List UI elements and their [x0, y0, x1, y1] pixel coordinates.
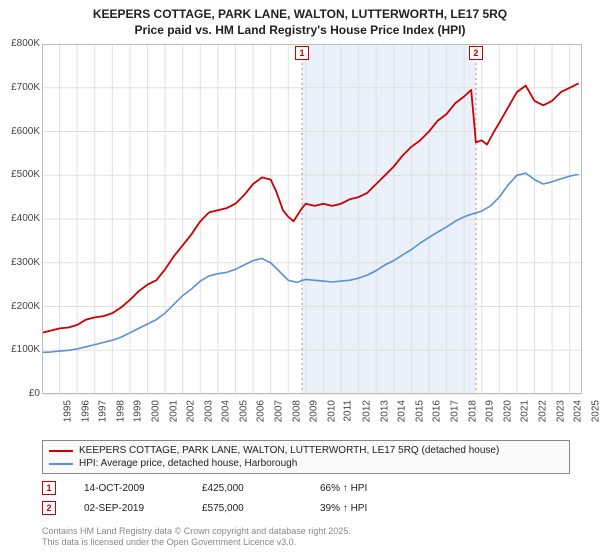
x-tick-label: 2015 [414, 400, 425, 422]
y-tick-label: £700K [0, 82, 40, 93]
x-tick-label: 2000 [150, 400, 161, 422]
y-tick-label: £500K [0, 169, 40, 180]
marker-date-2: 02-SEP-2019 [84, 503, 174, 514]
x-tick-label: 2018 [467, 400, 478, 422]
title-line-2: Price paid vs. HM Land Registry's House … [8, 22, 592, 38]
y-tick-label: £400K [0, 213, 40, 224]
footer: Contains HM Land Registry data © Crown c… [42, 526, 582, 548]
x-tick-label: 2003 [203, 400, 214, 422]
footer-line-2: This data is licensed under the Open Gov… [42, 537, 582, 548]
legend-item-hpi: HPI: Average price, detached house, Harb… [49, 457, 563, 470]
y-tick-label: £0 [0, 388, 40, 399]
x-tick-label: 2008 [291, 400, 302, 422]
x-tick-label: 2010 [326, 400, 337, 422]
y-tick-label: £100K [0, 344, 40, 355]
chart-title: KEEPERS COTTAGE, PARK LANE, WALTON, LUTT… [0, 0, 600, 40]
chart-container: KEEPERS COTTAGE, PARK LANE, WALTON, LUTT… [0, 0, 600, 560]
x-tick-label: 2023 [555, 400, 566, 422]
x-tick-label: 2012 [361, 400, 372, 422]
x-tick-label: 2025 [590, 400, 600, 422]
x-tick-label: 2005 [238, 400, 249, 422]
title-line-1: KEEPERS COTTAGE, PARK LANE, WALTON, LUTT… [8, 6, 592, 22]
x-tick-label: 2013 [379, 400, 390, 422]
legend-label-hpi: HPI: Average price, detached house, Harb… [79, 457, 297, 470]
x-tick-label: 2014 [396, 400, 407, 422]
x-tick-label: 2022 [537, 400, 548, 422]
x-tick-label: 2017 [449, 400, 460, 422]
x-tick-label: 1997 [97, 400, 108, 422]
x-tick-label: 2002 [185, 400, 196, 422]
x-tick-label: 1998 [115, 400, 126, 422]
marker-row-2: 2 02-SEP-2019 £575,000 39% ↑ HPI [42, 498, 570, 518]
x-tick-label: 2006 [256, 400, 267, 422]
marker-price-2: £575,000 [202, 503, 292, 514]
x-tick-label: 2004 [221, 400, 232, 422]
x-tick-label: 2021 [520, 400, 531, 422]
y-tick-label: £200K [0, 301, 40, 312]
marker-delta-1: 66% ↑ HPI [320, 483, 410, 494]
marker-price-1: £425,000 [202, 483, 292, 494]
x-tick-label: 2007 [273, 400, 284, 422]
legend-swatch-hpi [49, 463, 73, 465]
marker-details-table: 1 14-OCT-2009 £425,000 66% ↑ HPI 2 02-SE… [42, 478, 570, 518]
marker-date-1: 14-OCT-2009 [84, 483, 174, 494]
footer-line-1: Contains HM Land Registry data © Crown c… [42, 526, 582, 537]
marker-badge-1: 1 [42, 481, 56, 495]
x-tick-label: 1999 [133, 400, 144, 422]
marker-badge-2: 2 [42, 501, 56, 515]
x-tick-label: 1995 [62, 400, 73, 422]
y-tick-label: £800K [0, 38, 40, 49]
x-tick-label: 2009 [309, 400, 320, 422]
marker-delta-2: 39% ↑ HPI [320, 503, 410, 514]
legend-item-property: KEEPERS COTTAGE, PARK LANE, WALTON, LUTT… [49, 444, 563, 457]
marker-row-1: 1 14-OCT-2009 £425,000 66% ↑ HPI [42, 478, 570, 498]
x-tick-label: 2024 [572, 400, 583, 422]
chart-plot-area [42, 44, 588, 398]
x-tick-label: 2020 [502, 400, 513, 422]
x-tick-label: 2001 [168, 400, 179, 422]
chart-marker-badge: 2 [469, 46, 483, 60]
y-tick-label: £300K [0, 257, 40, 268]
x-tick-label: 1996 [80, 400, 91, 422]
x-tick-label: 2011 [343, 400, 354, 422]
y-tick-label: £600K [0, 126, 40, 137]
x-tick-label: 2016 [432, 400, 443, 422]
legend-swatch-property [49, 450, 73, 452]
chart-svg [42, 44, 588, 398]
x-tick-label: 2019 [484, 400, 495, 422]
chart-marker-badge: 1 [295, 46, 309, 60]
legend-label-property: KEEPERS COTTAGE, PARK LANE, WALTON, LUTT… [79, 444, 499, 457]
legend: KEEPERS COTTAGE, PARK LANE, WALTON, LUTT… [42, 440, 570, 474]
